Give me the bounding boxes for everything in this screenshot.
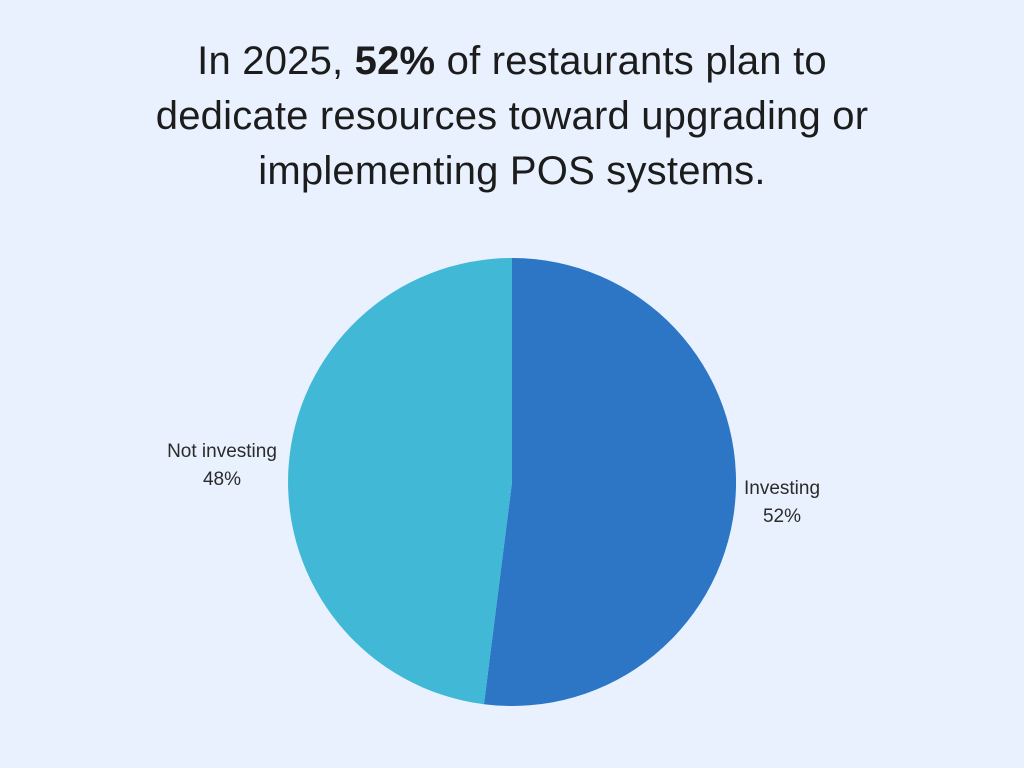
pie-slice-not-investing [288, 258, 512, 705]
title-line3: implementing POS systems. [258, 149, 766, 193]
slice-label-investing-text: Investing [743, 478, 821, 499]
title-line2: dedicate resources toward upgrading or [155, 94, 869, 138]
title-line1-bold-stat: 52% [354, 39, 436, 83]
slice-label-not-investing: Not investing 48% [112, 438, 332, 494]
slice-label-investing: Investing 52% [672, 475, 892, 531]
slice-label-not-investing-value: 48% [202, 469, 242, 490]
slice-label-not-investing-text: Not investing [167, 441, 277, 462]
chart-title: In 2025, 52% of restaurants plan to dedi… [0, 34, 1024, 199]
slice-label-investing-value: 52% [762, 506, 802, 527]
pie-slice-investing [483, 258, 736, 706]
title-line1-prefix: In 2025, [197, 39, 355, 83]
pie-chart [288, 258, 736, 706]
title-line1-suffix: of restaurants plan to [435, 39, 827, 83]
